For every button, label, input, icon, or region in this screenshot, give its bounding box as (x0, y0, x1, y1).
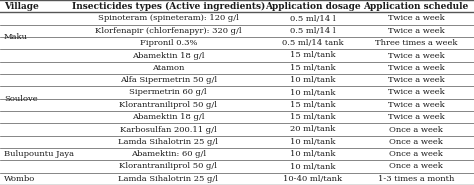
Text: Klorfenapir (chlorfenapyr): 320 g/l: Klorfenapir (chlorfenapyr): 320 g/l (95, 27, 242, 35)
Text: 20 ml/tank: 20 ml/tank (290, 125, 336, 134)
Text: Twice a week: Twice a week (388, 64, 444, 72)
Text: Application dosage: Application dosage (265, 2, 361, 11)
Text: 10 ml/tank: 10 ml/tank (290, 138, 336, 146)
Text: Klorantraniliprol 50 g/l: Klorantraniliprol 50 g/l (119, 101, 217, 109)
Text: Abamektin 18 g/l: Abamektin 18 g/l (132, 51, 204, 60)
Text: Karbosulfan 200.11 g/l: Karbosulfan 200.11 g/l (120, 125, 217, 134)
Text: Once a week: Once a week (389, 138, 443, 146)
Text: Lamda Sihalotrin 25 g/l: Lamda Sihalotrin 25 g/l (118, 138, 218, 146)
Text: Once a week: Once a week (389, 150, 443, 158)
Text: Application schedule: Application schedule (363, 2, 469, 11)
Text: Sipermetrin 60 g/l: Sipermetrin 60 g/l (129, 88, 207, 97)
Text: Twice a week: Twice a week (388, 14, 444, 23)
Text: 15 ml/tank: 15 ml/tank (290, 64, 336, 72)
Text: 10 ml/tank: 10 ml/tank (290, 88, 336, 97)
Text: 10 ml/tank: 10 ml/tank (290, 150, 336, 158)
Text: Maku: Maku (4, 33, 28, 41)
Text: Wombo: Wombo (4, 175, 35, 183)
Text: Spinoteram (spineteram): 120 g/l: Spinoteram (spineteram): 120 g/l (98, 14, 239, 23)
Text: Once a week: Once a week (389, 162, 443, 171)
Text: Soulove: Soulove (4, 95, 37, 103)
Text: 0.5 ml/14 tank: 0.5 ml/14 tank (282, 39, 344, 47)
Text: 0.5 ml/14 l: 0.5 ml/14 l (290, 14, 336, 23)
Text: Once a week: Once a week (389, 125, 443, 134)
Text: 10-40 ml/tank: 10-40 ml/tank (283, 175, 342, 183)
Text: 15 ml/tank: 15 ml/tank (290, 101, 336, 109)
Text: Twice a week: Twice a week (388, 27, 444, 35)
Text: Atamon: Atamon (152, 64, 184, 72)
Text: Twice a week: Twice a week (388, 51, 444, 60)
Text: Bulupountu Jaya: Bulupountu Jaya (4, 150, 74, 158)
Text: Klorantraniliprol 50 g/l: Klorantraniliprol 50 g/l (119, 162, 217, 171)
Text: 15 ml/tank: 15 ml/tank (290, 113, 336, 121)
Text: Lamda Sihalotrin 25 g/l: Lamda Sihalotrin 25 g/l (118, 175, 218, 183)
Text: Twice a week: Twice a week (388, 101, 444, 109)
Text: Twice a week: Twice a week (388, 113, 444, 121)
Text: Village: Village (4, 2, 38, 11)
Text: Insecticides types (Active ingredients): Insecticides types (Active ingredients) (72, 2, 265, 11)
Text: Abamektin 18 g/l: Abamektin 18 g/l (132, 113, 204, 121)
Text: Abamektin: 60 g/l: Abamektin: 60 g/l (131, 150, 206, 158)
Text: Twice a week: Twice a week (388, 76, 444, 84)
Text: Twice a week: Twice a week (388, 88, 444, 97)
Text: 0.5 ml/14 l: 0.5 ml/14 l (290, 27, 336, 35)
Text: Three times a week: Three times a week (374, 39, 457, 47)
Text: 10 ml/tank: 10 ml/tank (290, 76, 336, 84)
Text: 10 ml/tank: 10 ml/tank (290, 162, 336, 171)
Text: 15 ml/tank: 15 ml/tank (290, 51, 336, 60)
Text: 1-3 times a month: 1-3 times a month (378, 175, 454, 183)
Text: Fipronil 0.3%: Fipronil 0.3% (139, 39, 197, 47)
Text: Alfa Sipermetrin 50 g/l: Alfa Sipermetrin 50 g/l (120, 76, 217, 84)
